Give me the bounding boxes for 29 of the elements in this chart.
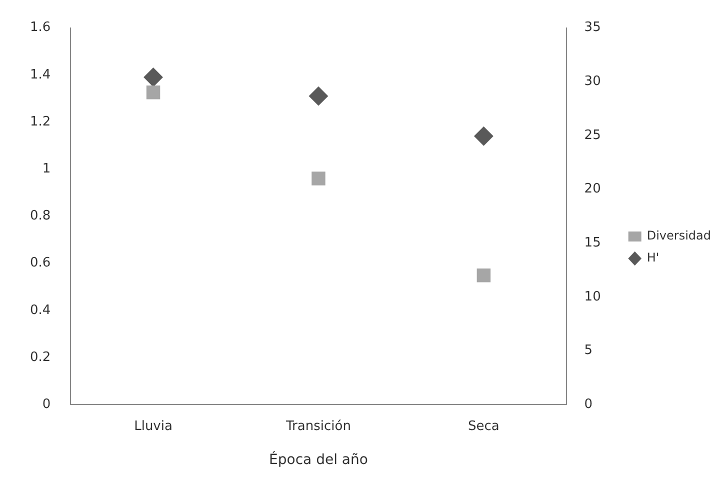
y-tick-label: 1 (42, 161, 51, 176)
y-tick-label: 0 (42, 396, 51, 412)
y-tick-label: 0.6 (30, 256, 51, 271)
point (312, 172, 326, 186)
x-tick-label: Seca (468, 418, 500, 434)
y-tick-label: 0.8 (30, 208, 51, 224)
y2-tick-label: 25 (584, 128, 601, 143)
y-tick-label: 1.4 (30, 67, 51, 82)
point (476, 268, 491, 282)
x-tick-label: Transición (285, 418, 351, 434)
y2-tick-label: 30 (584, 74, 601, 90)
y2-tick-label: 15 (584, 235, 601, 250)
y2-tick-label: 5 (584, 343, 593, 358)
point (474, 126, 494, 146)
y-tick-label: 1.2 (30, 114, 51, 130)
legend-label: Diversidad (646, 228, 712, 243)
y-tick-label: 0.4 (30, 302, 51, 318)
y2-tick-label: 10 (584, 289, 601, 304)
y2-tick-label: 35 (584, 20, 601, 36)
legend-label: H' (646, 250, 660, 265)
y2-tick-label: 20 (584, 182, 601, 197)
y-tick-label: 1.6 (30, 20, 51, 36)
x-axis-title: Época del año (269, 451, 368, 468)
point (308, 86, 328, 106)
point (146, 86, 160, 100)
y2-tick-label: 0 (584, 396, 593, 412)
point (144, 68, 163, 87)
y-tick-label: 0.2 (30, 350, 51, 365)
x-tick-label: Lluvia (134, 418, 172, 434)
